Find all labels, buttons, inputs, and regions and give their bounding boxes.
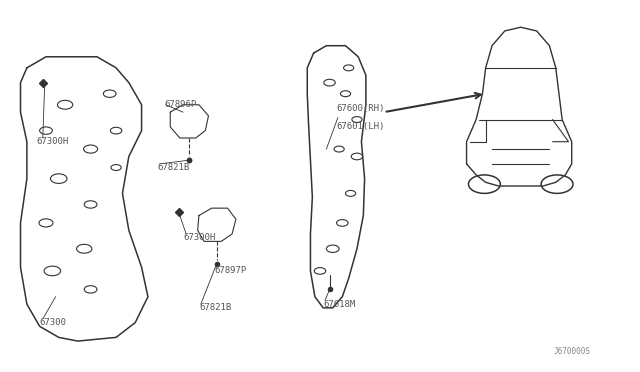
Text: 67896P: 67896P <box>164 100 196 109</box>
Text: 67897P: 67897P <box>215 266 247 275</box>
Text: 67600(RH): 67600(RH) <box>336 104 384 113</box>
Text: 67618M: 67618M <box>323 300 355 309</box>
Text: 67601(LH): 67601(LH) <box>336 122 384 131</box>
Text: 67821B: 67821B <box>157 163 189 172</box>
Text: J670000S: J670000S <box>554 347 591 356</box>
Text: 67821B: 67821B <box>199 303 231 312</box>
Text: 67300: 67300 <box>40 318 67 327</box>
Text: 67300H: 67300H <box>36 137 68 146</box>
Text: 67300H: 67300H <box>183 233 215 242</box>
